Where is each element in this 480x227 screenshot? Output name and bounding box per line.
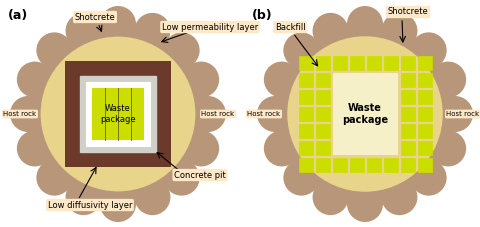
Circle shape xyxy=(183,131,219,166)
Bar xyxy=(92,88,144,140)
Circle shape xyxy=(410,160,446,196)
Bar xyxy=(315,124,329,138)
Circle shape xyxy=(36,32,72,68)
Circle shape xyxy=(283,32,319,68)
Bar xyxy=(418,107,432,121)
Circle shape xyxy=(382,13,418,49)
Bar xyxy=(299,73,312,87)
Bar xyxy=(315,90,329,104)
Circle shape xyxy=(164,32,200,68)
Circle shape xyxy=(382,179,418,215)
Circle shape xyxy=(283,160,319,196)
Circle shape xyxy=(100,6,136,42)
Bar xyxy=(400,107,415,121)
Bar xyxy=(400,124,415,138)
Text: Host rock: Host rock xyxy=(202,111,235,117)
Bar xyxy=(299,124,312,138)
Text: Backfill: Backfill xyxy=(275,22,305,32)
Bar xyxy=(315,141,329,155)
Circle shape xyxy=(437,96,473,132)
Text: Host rock: Host rock xyxy=(247,111,281,117)
Circle shape xyxy=(28,24,208,204)
Circle shape xyxy=(275,24,455,204)
Bar xyxy=(349,56,363,70)
Bar xyxy=(400,90,415,104)
Circle shape xyxy=(264,62,300,98)
Text: Concrete pit: Concrete pit xyxy=(174,170,226,180)
Bar xyxy=(299,56,312,70)
Circle shape xyxy=(42,38,194,190)
Text: Waste
package: Waste package xyxy=(342,103,388,125)
Circle shape xyxy=(430,131,466,166)
Bar xyxy=(400,73,415,87)
Circle shape xyxy=(66,13,102,49)
Circle shape xyxy=(36,160,72,196)
Bar xyxy=(418,73,432,87)
Bar xyxy=(333,56,347,70)
Text: Shotcrete: Shotcrete xyxy=(74,12,115,22)
Bar xyxy=(315,56,329,70)
Bar xyxy=(349,158,363,172)
Bar xyxy=(418,141,432,155)
Bar xyxy=(400,141,415,155)
Circle shape xyxy=(289,38,441,190)
Circle shape xyxy=(430,62,466,98)
Bar xyxy=(80,76,156,152)
Bar xyxy=(418,158,432,172)
Text: Low diffusivity layer: Low diffusivity layer xyxy=(48,200,132,210)
Text: (b): (b) xyxy=(252,9,273,22)
Bar xyxy=(400,56,415,70)
Bar xyxy=(333,73,397,155)
Circle shape xyxy=(100,186,136,222)
Circle shape xyxy=(347,6,383,42)
Bar xyxy=(367,158,381,172)
Circle shape xyxy=(312,13,348,49)
Bar xyxy=(299,107,312,121)
Circle shape xyxy=(347,186,383,222)
Circle shape xyxy=(17,131,53,166)
Circle shape xyxy=(134,13,170,49)
Bar xyxy=(418,56,432,70)
Bar xyxy=(384,56,397,70)
Bar xyxy=(400,158,415,172)
Text: Host rock: Host rock xyxy=(3,111,36,117)
Bar xyxy=(384,158,397,172)
Bar xyxy=(299,90,312,104)
Circle shape xyxy=(264,131,300,166)
Text: Host rock: Host rock xyxy=(446,111,480,117)
Text: Waste
package: Waste package xyxy=(100,104,136,124)
Circle shape xyxy=(410,32,446,68)
Bar xyxy=(367,56,381,70)
Bar xyxy=(315,158,329,172)
Circle shape xyxy=(17,62,53,98)
Bar xyxy=(65,61,171,167)
Bar xyxy=(333,158,347,172)
Circle shape xyxy=(10,96,46,132)
Text: Low permeability layer: Low permeability layer xyxy=(162,22,258,32)
Circle shape xyxy=(164,160,200,196)
Circle shape xyxy=(134,179,170,215)
Text: Shotcrete: Shotcrete xyxy=(388,7,428,17)
Circle shape xyxy=(183,62,219,98)
Text: (a): (a) xyxy=(8,9,28,22)
Circle shape xyxy=(66,179,102,215)
Bar xyxy=(315,107,329,121)
Circle shape xyxy=(257,96,293,132)
Circle shape xyxy=(312,179,348,215)
Bar xyxy=(299,158,312,172)
Bar xyxy=(86,82,150,146)
Bar xyxy=(418,124,432,138)
Circle shape xyxy=(190,96,226,132)
Bar xyxy=(299,141,312,155)
Bar xyxy=(418,90,432,104)
Bar xyxy=(315,73,329,87)
